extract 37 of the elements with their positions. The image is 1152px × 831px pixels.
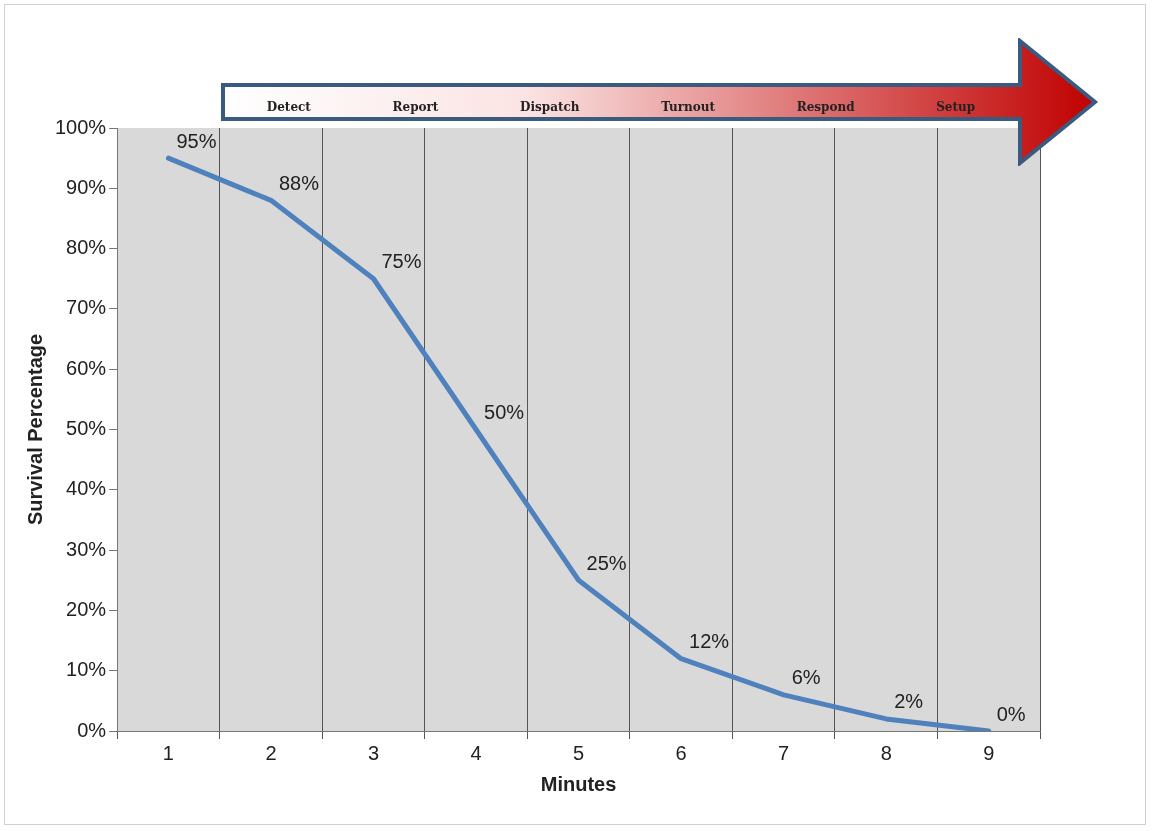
text: Detect [266,100,311,116]
x-tick-label: 5 [573,741,585,764]
x-tick-label: 2 [265,741,277,764]
y-tick-label: 70% [66,296,107,319]
text: Report [392,100,439,116]
x-tick-label: 7 [778,741,790,764]
x-tick-label: 6 [675,741,687,764]
text: Respond [796,100,855,116]
y-axis-title: Survival Percentage [23,333,46,526]
x-tick-label: 8 [880,741,892,764]
y-tick-label: 90% [66,175,107,198]
x-tick-label: 9 [983,741,995,764]
x-tick-label: 3 [367,741,380,764]
data-label: 0% [996,702,1026,725]
text: Dispatch [520,100,580,116]
x-tick-label: 1 [162,741,174,764]
data-label: 12% [689,630,730,653]
text: Setup [936,100,976,116]
data-label: 25% [586,551,627,574]
data-label: 75% [381,250,422,273]
y-tick-label: 0% [77,718,107,741]
data-label: 6% [791,666,821,689]
y-tick-label: 100% [55,115,107,138]
text: Turnout [661,100,716,116]
data-label: 50% [484,401,525,424]
data-label: 95% [176,129,217,152]
y-tick-label: 80% [66,236,107,259]
data-label: 2% [894,690,924,713]
y-tick-label: 60% [66,356,107,379]
x-axis-title: Minutes [540,772,617,795]
y-tick-label: 50% [66,417,107,440]
y-tick-label: 30% [66,537,107,560]
y-tick-label: 10% [66,658,107,681]
x-tick-label: 4 [470,741,482,764]
y-tick-label: 40% [66,477,107,500]
data-label: 88% [278,171,320,194]
y-tick-label: 20% [66,597,107,620]
